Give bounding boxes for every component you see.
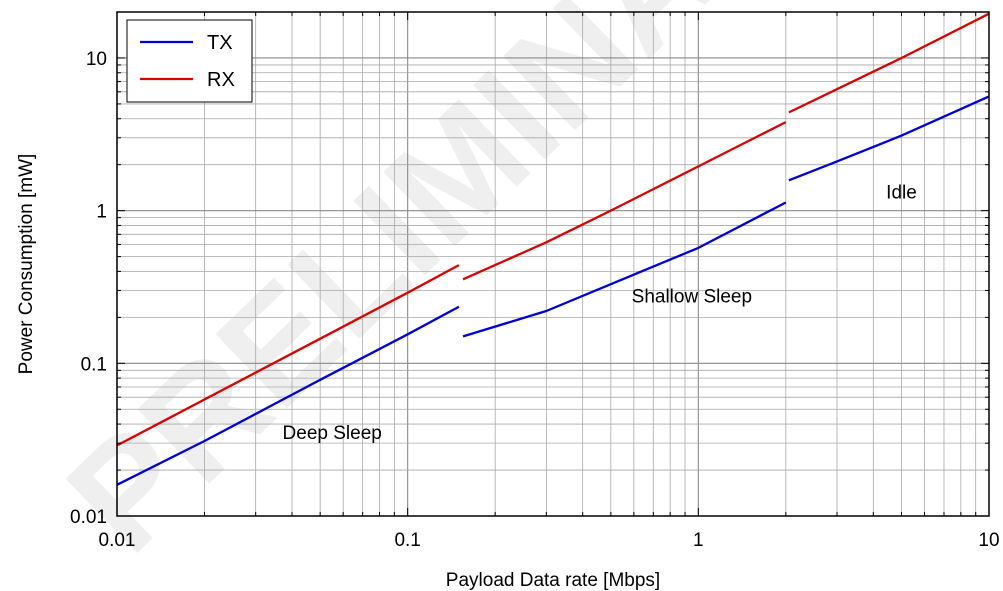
x-tick-label: 10 [978, 530, 999, 551]
x-tick-label: 0.01 [99, 530, 136, 551]
plot-frame [116, 11, 990, 517]
y-axis-title: Power Consumption [mW] [16, 154, 37, 375]
series-tx-segment-3 [788, 95, 990, 182]
x-axis-title: Payload Data rate [Mbps] [446, 570, 660, 591]
series-layer [116, 12, 990, 486]
region-label-deep-sleep: Deep Sleep [283, 423, 382, 444]
y-tick-label: 0.01 [70, 507, 107, 528]
series-rx-segment-1 [116, 264, 460, 447]
y-tick-label: 10 [86, 49, 107, 70]
legend-box [126, 19, 253, 103]
region-label-shallow-sleep: Shallow Sleep [632, 287, 752, 308]
legend-label-tx: TX [207, 32, 233, 54]
tick-labels: 0.01 0.1 1 10 0.01 0.1 1 10 [70, 49, 1000, 551]
region-label-idle: Idle [886, 183, 917, 204]
legend-label-rx: RX [207, 69, 235, 91]
series-tx-segment-1 [116, 305, 460, 486]
y-tick-label: 1 [96, 202, 107, 223]
x-tick-label: 1 [693, 530, 704, 551]
ticks [116, 11, 989, 517]
annotations: Deep Sleep Shallow Sleep Idle [283, 183, 917, 444]
x-tick-label: 0.1 [394, 530, 420, 551]
series-tx-segment-2 [462, 201, 787, 338]
y-tick-label: 0.1 [81, 354, 107, 375]
series-rx-segment-3 [788, 12, 990, 114]
legend: TX RX [126, 19, 253, 103]
grid [116, 11, 989, 517]
series-rx-segment-2 [462, 121, 787, 281]
